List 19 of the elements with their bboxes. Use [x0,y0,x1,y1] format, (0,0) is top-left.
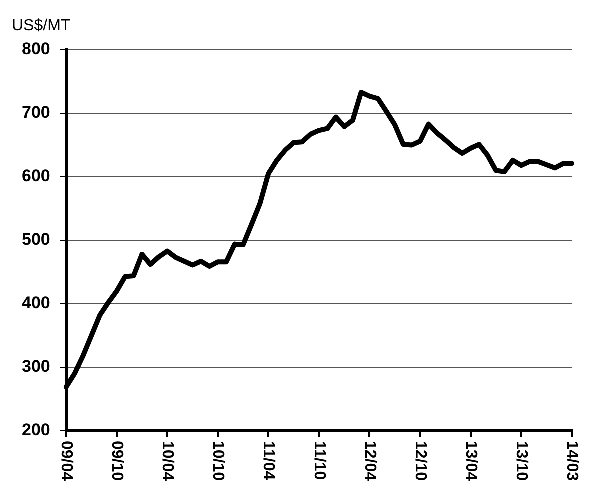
x-tick-label: 11/10 [310,441,328,480]
y-tick-label: 500 [22,230,50,250]
x-tick-label: 13/10 [513,441,530,482]
y-axis-title: US$/MT [12,17,71,34]
x-tick-label: 12/04 [361,441,378,482]
y-tick-label: 200 [22,420,50,440]
x-tick-label: 09/04 [58,441,75,482]
y-tick-label: 800 [22,40,50,59]
x-tick-label: 11/04 [260,441,278,480]
y-tick-label: 300 [22,357,50,376]
x-tick-label: 12/10 [412,441,429,482]
x-tick-label: 09/10 [108,441,126,482]
y-tick-label: 600 [22,166,50,186]
x-tick-label: 10/10 [210,441,227,482]
x-tick-label: 10/04 [159,441,176,482]
y-tick-label: 700 [22,103,50,122]
x-tick-label: 14/03 [564,441,581,482]
y-tick-label: 400 [22,294,50,313]
x-tick-label: 13/04 [462,441,480,482]
